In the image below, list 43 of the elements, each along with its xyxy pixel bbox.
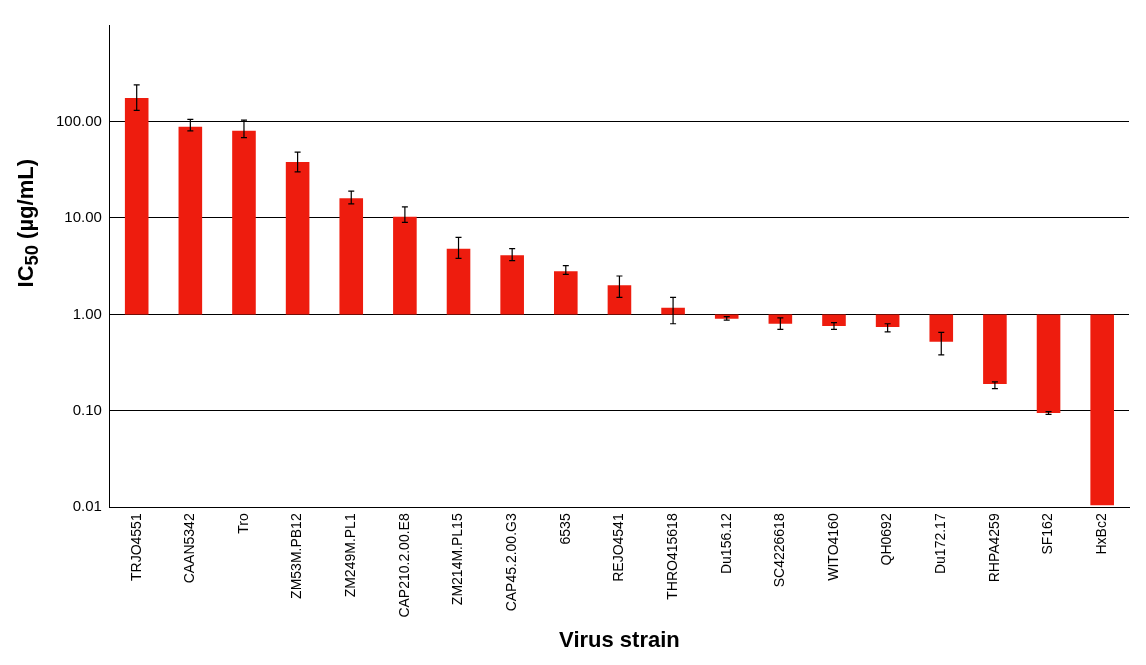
x-tick-label: SF162 bbox=[1039, 513, 1056, 555]
x-tick-label: WITO4160 bbox=[824, 513, 841, 581]
bar bbox=[714, 314, 739, 319]
x-tick-label: RHPA4259 bbox=[985, 513, 1002, 583]
bar bbox=[446, 248, 471, 315]
bar bbox=[339, 198, 364, 315]
bar bbox=[500, 255, 524, 315]
bar bbox=[983, 314, 1007, 384]
bar bbox=[554, 271, 578, 315]
x-tick-label: Tro bbox=[234, 513, 251, 534]
x-tick-label: TRJO4551 bbox=[127, 513, 144, 582]
x-tick-label: QH0692 bbox=[878, 513, 895, 566]
y-tick-label: 0.10 bbox=[72, 400, 102, 418]
bar bbox=[285, 162, 310, 315]
bar bbox=[232, 130, 256, 315]
x-tick-label: ZM214M.PL15 bbox=[449, 513, 466, 606]
bar bbox=[124, 98, 149, 315]
x-tick-label: Du172.17 bbox=[932, 513, 949, 575]
y-tick-label: 0.01 bbox=[72, 497, 102, 515]
bar bbox=[875, 314, 900, 327]
bar bbox=[768, 314, 793, 324]
x-tick-label: THRO415618 bbox=[663, 513, 680, 600]
bar bbox=[393, 216, 417, 315]
bar bbox=[178, 126, 203, 315]
x-tick-label: REJO4541 bbox=[610, 513, 627, 582]
y-tick-label: 10.00 bbox=[64, 208, 102, 226]
x-tick-label: CAP210.2.00.E8 bbox=[395, 513, 412, 618]
x-tick-label: CAAN5342 bbox=[181, 513, 198, 584]
bar bbox=[822, 314, 846, 326]
x-tick-label: SC4226618 bbox=[771, 513, 788, 588]
bar bbox=[929, 314, 954, 342]
bar bbox=[607, 285, 632, 315]
x-tick-label: CAP45.2.00.G3 bbox=[503, 513, 520, 612]
x-axis-title: Virus strain bbox=[559, 626, 680, 652]
x-tick-label: HxBc2 bbox=[1093, 513, 1110, 555]
bar bbox=[1090, 314, 1114, 506]
x-tick-label: ZM53M.PB12 bbox=[288, 513, 305, 599]
x-tick-label: Du156.12 bbox=[717, 513, 734, 575]
x-tick-label: 6535 bbox=[556, 513, 573, 545]
y-tick-label: 100.00 bbox=[55, 111, 102, 129]
x-tick-label: ZM249M.PL1 bbox=[342, 513, 359, 598]
y-tick-label: 1.00 bbox=[72, 304, 102, 322]
bar bbox=[1036, 314, 1061, 413]
